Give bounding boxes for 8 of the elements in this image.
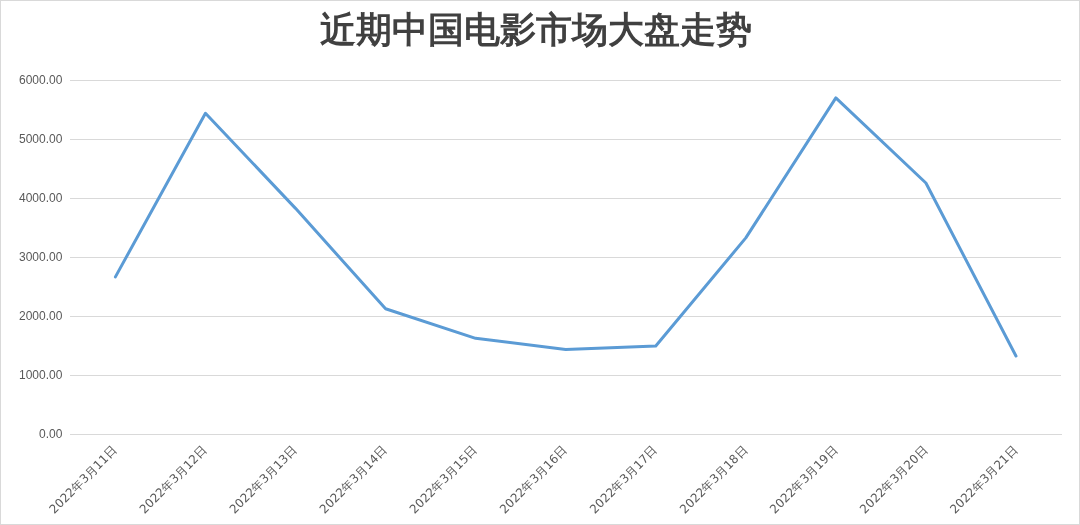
y-tick-label: 4000.00 (18, 190, 63, 205)
y-tick-label: 0.00 (39, 426, 63, 441)
y-tick-label: 3000.00 (18, 249, 63, 264)
y-tick-label: 6000.00 (18, 72, 63, 87)
y-tick-label: 1000.00 (18, 367, 63, 382)
y-tick-label: 2000.00 (18, 308, 63, 323)
y-tick-label: 5000.00 (18, 131, 63, 146)
chart-title: 近期中国电影市场大盘走势 (320, 8, 752, 50)
